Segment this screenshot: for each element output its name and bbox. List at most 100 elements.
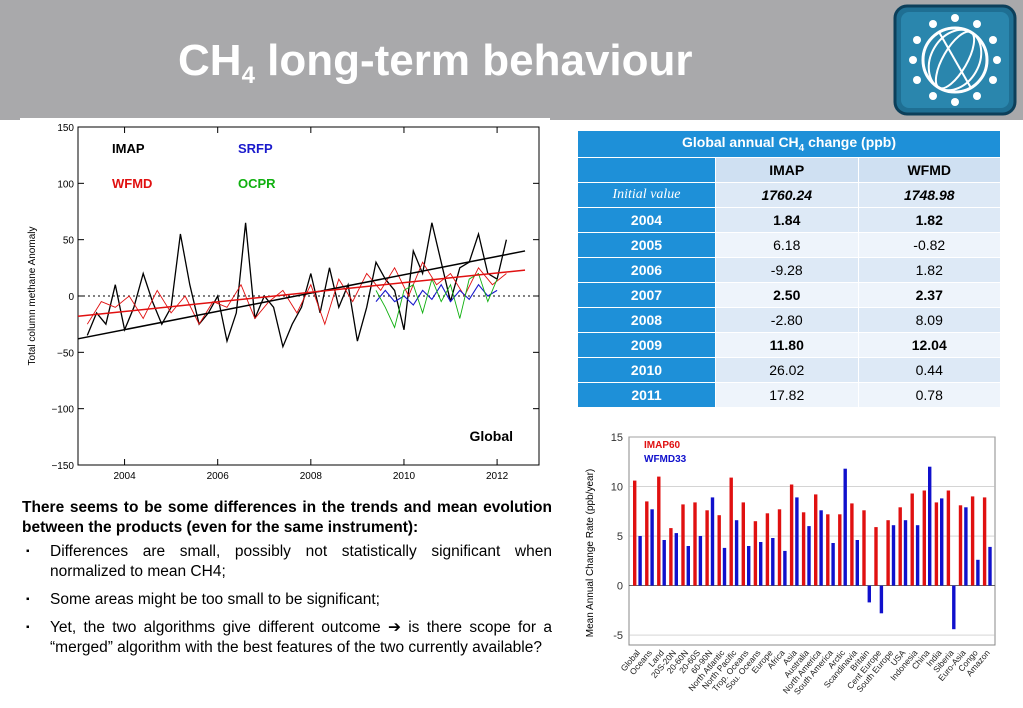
- bar-imap60: [958, 505, 963, 586]
- bar-wfmd33: [759, 542, 763, 586]
- cell-wfmd: -0.82: [857, 232, 1001, 258]
- bar-imap60: [693, 502, 697, 586]
- bullet-icon: ▪: [26, 622, 30, 633]
- globe-logo-icon: [893, 4, 1017, 116]
- cell-imap: 1760.24: [715, 182, 859, 208]
- bar-wfmd33: [879, 585, 884, 614]
- table-row: 2009 11.80 12.04: [577, 332, 1001, 358]
- bar-imap60: [922, 490, 926, 586]
- table-row: 2006 -9.28 1.82: [577, 257, 1001, 283]
- cell-imap: 26.02: [715, 357, 859, 383]
- cell-imap: 17.82: [715, 382, 859, 408]
- cell-imap: 2.50: [715, 282, 859, 308]
- y-axis-label: Mean Annual Change Rate (ppb/year): [585, 469, 596, 637]
- cell-imap: 1.84: [715, 207, 859, 233]
- row-label: 2007: [577, 282, 716, 308]
- table-row: 2011 17.82 0.78: [577, 382, 1001, 408]
- bar-imap60: [765, 513, 770, 586]
- bar-wfmd33: [891, 525, 896, 586]
- legend-wfmd33: WFMD33: [644, 454, 687, 465]
- cell-imap: -2.80: [715, 307, 859, 333]
- y-tick-label: 100: [57, 179, 74, 190]
- bar-imap60: [789, 484, 794, 586]
- data-table: Global annual CH4 change (ppb) IMAP WFMD…: [577, 130, 1001, 408]
- x-tick-label: 2006: [207, 471, 230, 482]
- cell-imap: 11.80: [715, 332, 859, 358]
- bar-wfmd33: [686, 546, 690, 586]
- ch4-change-table: Global annual CH4 change (ppb) IMAP WFMD…: [577, 130, 1001, 408]
- bar-imap60: [850, 503, 854, 586]
- chart-annotation: Global: [469, 428, 513, 444]
- cell-wfmd: 1.82: [857, 207, 1001, 233]
- bar-wfmd33: [819, 510, 823, 586]
- bar-wfmd33: [915, 525, 920, 586]
- row-label: 2009: [577, 332, 716, 358]
- bar-wfmd33: [783, 550, 787, 586]
- legend-imap: IMAP: [112, 141, 145, 156]
- cell-wfmd: 1748.98: [857, 182, 1001, 208]
- table-row: 2004 1.84 1.82: [577, 207, 1001, 233]
- bar-wfmd33: [771, 538, 775, 586]
- title-subscript: 4: [241, 62, 255, 89]
- title-rest: long-term behaviour: [254, 36, 693, 85]
- legend-srfp: SRFP: [238, 141, 273, 156]
- bullet-icon: ▪: [26, 546, 30, 557]
- bar-wfmd33: [843, 468, 847, 586]
- series-imap: [86, 222, 508, 349]
- y-tick-label: 5: [617, 531, 623, 543]
- y-tick-label: 15: [611, 432, 623, 444]
- bar-imap60: [633, 480, 637, 586]
- bar-wfmd33: [952, 585, 956, 630]
- legend-ocpr: OCPR: [238, 176, 276, 191]
- legend-wfmd: WFMD: [112, 176, 152, 191]
- x-tick-label: 2008: [300, 471, 323, 482]
- y-tick-label: -5: [613, 630, 623, 642]
- bar-imap60: [645, 501, 649, 586]
- cell-imap: -9.28: [715, 257, 859, 283]
- bar-imap60: [934, 502, 939, 586]
- bar-imap60: [753, 521, 758, 586]
- row-label: 2006: [577, 257, 716, 283]
- global-anomaly-chart: 150 100 50 0 −50 −100 −150 2004 2006 2008 2010 2012…: [27, 123, 540, 482]
- bullet-icon: ▪: [26, 594, 30, 605]
- column-header-imap: IMAP: [715, 157, 859, 183]
- bar-imap60: [898, 507, 902, 586]
- header-divider: [20, 118, 550, 120]
- table-row: 2005 6.18 -0.82: [577, 232, 1001, 258]
- bar-imap60: [886, 520, 890, 586]
- bar-imap60: [729, 477, 733, 586]
- bar-imap60: [777, 509, 782, 586]
- y-tick-label: 150: [57, 123, 74, 134]
- bar-imap60: [814, 494, 818, 586]
- bar-wfmd33: [988, 546, 992, 586]
- bar-imap60: [669, 528, 673, 586]
- trend-imap: [77, 250, 526, 340]
- series-wfmd: [86, 261, 507, 326]
- y-tick-label: 50: [63, 236, 75, 247]
- bar-wfmd33: [662, 540, 666, 586]
- bar-imap60: [741, 502, 745, 586]
- list-item: ▪ Some areas might be too small to be sig…: [26, 591, 380, 608]
- y-tick-label: −150: [51, 461, 74, 472]
- bar-imap60: [982, 497, 987, 586]
- table-row: 2007 2.50 2.37: [577, 282, 1001, 308]
- bar-wfmd33: [747, 546, 751, 586]
- legend-imap60: IMAP60: [644, 440, 681, 451]
- bar-imap60: [826, 514, 830, 586]
- bar-wfmd33: [698, 536, 703, 586]
- bar-imap60: [717, 515, 721, 586]
- x-tick-label: 2010: [393, 471, 416, 482]
- bar-wfmd33: [650, 509, 654, 586]
- bar-imap60: [970, 496, 975, 586]
- annual-change-bar-chart: 15 10 5 0 -5 Mean Annual Change Rate (ppb/yea…: [585, 432, 996, 697]
- row-label: 2010: [577, 357, 716, 383]
- row-label: 2008: [577, 307, 716, 333]
- table-row: 2008 -2.80 8.09: [577, 307, 1001, 333]
- y-tick-label: −100: [51, 405, 74, 416]
- table-row: Initial value 1760.24 1748.98: [577, 182, 1001, 208]
- table-row: 2010 26.02 0.44: [577, 357, 1001, 383]
- row-label: 2011: [577, 382, 716, 408]
- slide-header: CH4 long-term behaviour: [0, 0, 1023, 120]
- intro-paragraph: There seems to be some differences in th…: [22, 499, 552, 536]
- title-main: CH: [178, 36, 242, 85]
